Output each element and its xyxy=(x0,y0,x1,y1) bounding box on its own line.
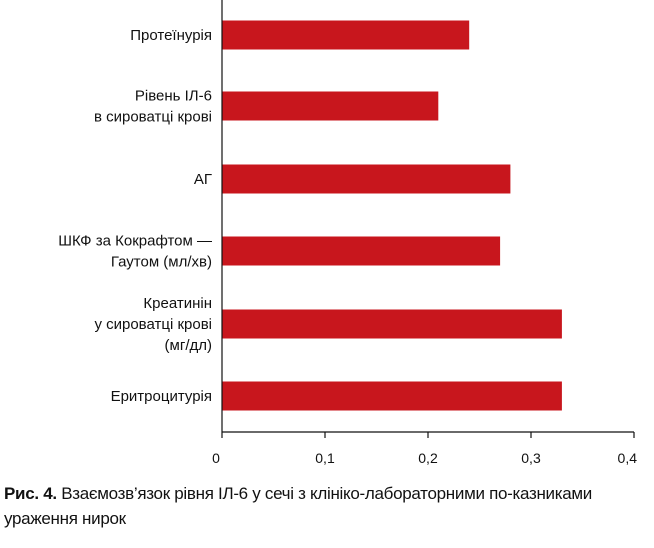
category-label-5: Креатинін у сироватці крові (мг/дл) xyxy=(94,295,212,354)
category-labels: Протеїнурія Рівень ІЛ-6 в сироватці крові А… xyxy=(58,27,212,405)
bar-6 xyxy=(222,381,562,411)
category-label-2: Рівень ІЛ-6 в сироватці крові xyxy=(94,88,212,126)
bar-4 xyxy=(222,236,501,266)
category-label-1: Протеїнурія xyxy=(130,27,212,44)
bars-group xyxy=(222,20,562,411)
x-tick-label-2: 0,2 xyxy=(418,450,438,466)
bar-1 xyxy=(222,20,470,50)
category-label-3: АГ xyxy=(194,171,212,188)
caption-text: Взаємозв’язок рівня ІЛ-6 у сечі з клінік… xyxy=(4,484,592,528)
x-tick-label-3: 0,3 xyxy=(521,450,541,466)
bar-3 xyxy=(222,164,511,194)
x-tick-label-1: 0,1 xyxy=(315,450,335,466)
x-tick-label-0: 0 xyxy=(212,450,220,466)
x-axis: 0 0,1 0,2 0,3 0,4 xyxy=(212,0,637,466)
category-label-4: ШКФ за Кокрафтом — Гаутом (мл/хв) xyxy=(58,233,212,271)
figure-caption: Рис. 4. Взаємозв’язок рівня ІЛ-6 у сечі … xyxy=(4,481,644,531)
x-tick-label-4: 0,4 xyxy=(618,450,638,466)
caption-prefix: Рис. 4. xyxy=(4,484,57,503)
category-label-6: Еритроцитурія xyxy=(111,388,212,405)
bar-2 xyxy=(222,91,439,121)
bar-chart: Протеїнурія Рівень ІЛ-6 в сироватці крові А… xyxy=(58,0,637,466)
bar-5 xyxy=(222,309,562,339)
